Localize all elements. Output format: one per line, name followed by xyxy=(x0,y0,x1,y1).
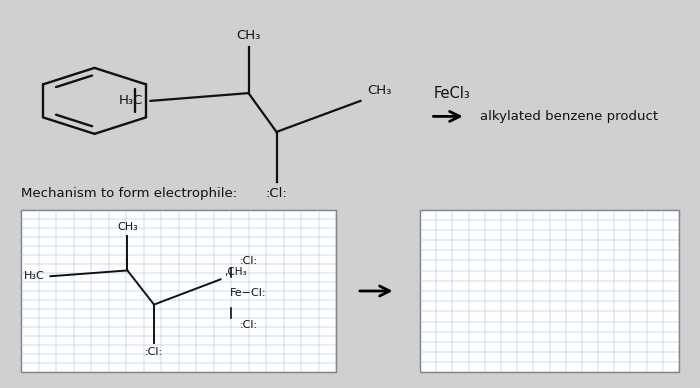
Text: CH₃: CH₃ xyxy=(237,29,260,42)
Text: CH₃: CH₃ xyxy=(117,222,138,232)
Text: Fe−Cl:: Fe−Cl: xyxy=(230,288,267,298)
Bar xyxy=(21,210,336,372)
Text: FeCl₃: FeCl₃ xyxy=(434,86,470,100)
Text: alkylated benzene product: alkylated benzene product xyxy=(480,110,657,123)
Text: Mechanism to form electrophile:: Mechanism to form electrophile: xyxy=(21,187,237,201)
Text: ,CH₃: ,CH₃ xyxy=(224,267,246,277)
Text: :Cl:: :Cl: xyxy=(145,347,163,357)
Text: :Cl:: :Cl: xyxy=(239,256,258,266)
Text: :Cl:: :Cl: xyxy=(265,187,288,200)
Text: H₃C: H₃C xyxy=(24,271,45,281)
Text: CH₃: CH₃ xyxy=(368,84,392,97)
Text: H₃C: H₃C xyxy=(119,94,144,107)
Bar xyxy=(420,210,679,372)
Text: :Cl:: :Cl: xyxy=(239,320,258,330)
